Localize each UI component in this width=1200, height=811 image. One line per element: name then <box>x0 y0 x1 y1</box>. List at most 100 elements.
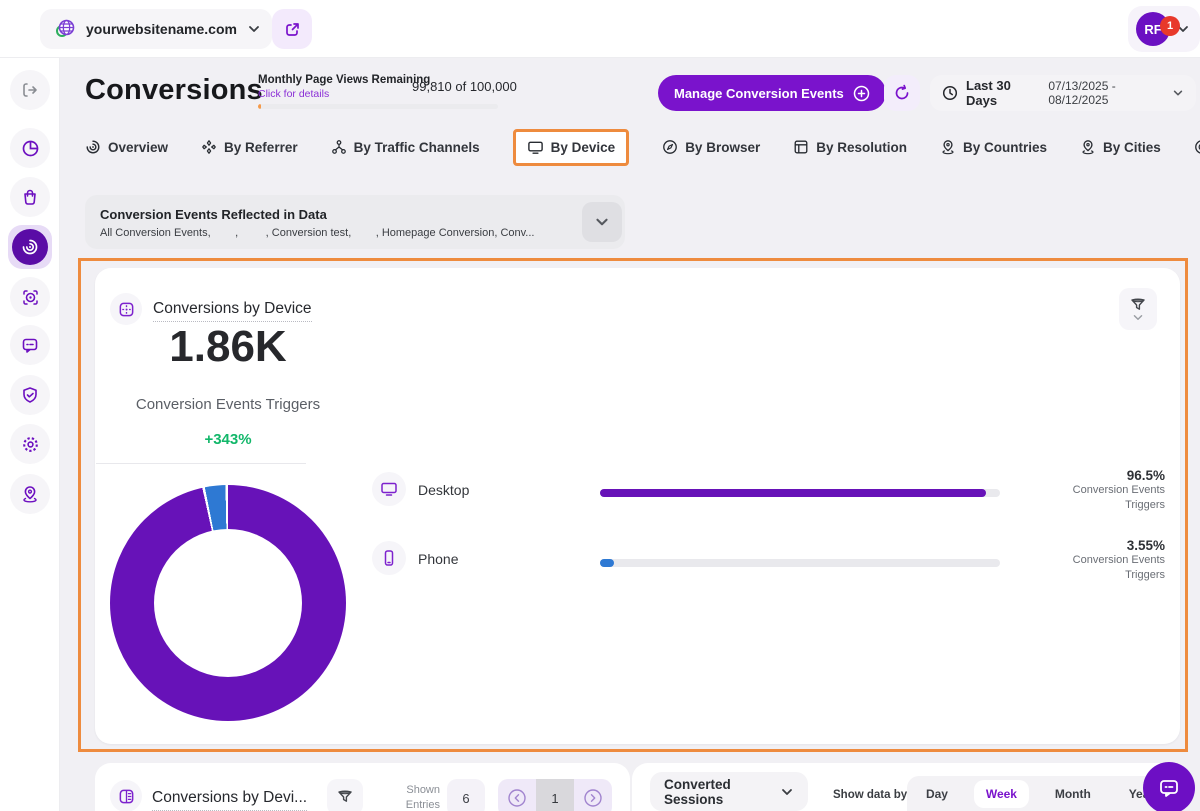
phone-percentage: 3.55% <box>1005 538 1165 553</box>
legend-label-phone: Phone <box>418 551 458 567</box>
table-card-title[interactable]: Conversions by Devi... <box>152 789 307 811</box>
total-conversions-label: Conversion Events Triggers <box>95 396 361 413</box>
pagination: 1 <box>498 779 612 811</box>
globe-icon <box>54 18 76 40</box>
sidebar-item-locations[interactable] <box>10 474 50 514</box>
countries-pin-icon <box>940 139 956 155</box>
chevron-down-icon <box>247 22 261 36</box>
tab-by-utm-campaign[interactable]: By UTM Campaign <box>1194 139 1200 155</box>
site-name: yourwebsitename.com <box>86 21 237 37</box>
plus-circle-icon <box>853 85 870 102</box>
page-title: Conversions <box>85 74 263 107</box>
referrer-icon <box>201 139 217 155</box>
overview-spiral-icon <box>85 139 101 155</box>
period-month[interactable]: Month <box>1043 780 1103 808</box>
tab-by-browser[interactable]: By Browser <box>662 139 760 155</box>
period-week-active[interactable]: Week <box>974 780 1029 808</box>
converted-sessions-dropdown[interactable]: Converted Sessions <box>650 772 808 811</box>
clock-icon <box>942 85 958 101</box>
desktop-bar-fill <box>600 489 986 497</box>
next-page-button[interactable] <box>574 779 612 811</box>
sidebar-item-settings[interactable] <box>10 424 50 464</box>
banner-subtitle: All Conversion Events, , , Conversion te… <box>100 227 570 239</box>
sidebar-item-security[interactable] <box>10 375 50 415</box>
tab-by-traffic-channels[interactable]: By Traffic Channels <box>331 139 480 155</box>
shown-entries: Shown Entries 1-2/2 <box>370 783 440 811</box>
total-conversions-value: 1.86K <box>95 322 361 372</box>
tab-overview[interactable]: Overview <box>85 139 168 155</box>
phone-sub-label: Conversion Events Triggers <box>1005 553 1165 583</box>
funnel-icon <box>1130 297 1146 313</box>
tab-by-device-active[interactable]: By Device <box>513 129 630 166</box>
page-size-selector[interactable]: 6 <box>447 779 485 811</box>
banner-expand-button[interactable] <box>582 202 622 242</box>
external-link-icon <box>284 21 301 38</box>
funnel-icon <box>337 789 353 805</box>
location-pin-icon <box>21 485 39 503</box>
conversion-events-banner <box>85 195 625 249</box>
tab-by-cities[interactable]: By Cities <box>1080 139 1161 155</box>
gear-icon <box>21 435 40 454</box>
desktop-sub-label: Conversion Events Triggers <box>1005 483 1165 513</box>
chevron-down-icon <box>1172 87 1184 99</box>
sidebar-item-collapse[interactable] <box>10 70 50 110</box>
resolution-layout-icon <box>793 139 809 155</box>
refresh-button[interactable] <box>884 75 920 111</box>
sidebar-item-dashboard[interactable] <box>10 128 50 168</box>
sidebar-item-heatmaps[interactable] <box>10 277 50 317</box>
phone-icon <box>372 541 406 575</box>
app-screen: yourwebsitename.com RF 1 <box>0 0 1200 811</box>
phone-stats: 3.55% Conversion Events Triggers <box>1005 538 1165 583</box>
prev-page-button[interactable] <box>498 779 536 811</box>
sidebar <box>0 58 60 811</box>
table-filter-button[interactable] <box>327 779 363 811</box>
browser-compass-icon <box>662 139 678 155</box>
date-range-picker[interactable]: Last 30 Days 07/13/2025 - 08/12/2025 <box>930 75 1196 111</box>
card-title[interactable]: Conversions by Device <box>153 300 312 322</box>
desktop-bar-track <box>600 489 1000 497</box>
date-range-label: Last 30 Days <box>966 78 1036 108</box>
quota-progress-fill <box>258 104 261 109</box>
sidebar-item-ecommerce[interactable] <box>10 177 50 217</box>
pie-chart-icon <box>21 139 40 158</box>
period-toggle-group: Day Week Month Year <box>907 776 1173 811</box>
quota-value: 99,810 of 100,000 <box>412 79 517 94</box>
converted-sessions-label: Converted Sessions <box>664 777 780 807</box>
sidebar-item-conversions-active[interactable] <box>8 225 52 269</box>
website-selector[interactable]: yourwebsitename.com <box>40 9 272 49</box>
tab-by-resolution[interactable]: By Resolution <box>793 139 907 155</box>
account-menu[interactable]: RF 1 <box>1128 6 1200 52</box>
show-data-by-label: Show data by: <box>833 789 911 801</box>
open-site-button[interactable] <box>272 9 312 49</box>
manage-conversion-events-button[interactable]: Manage Conversion Events <box>658 75 886 111</box>
refresh-icon <box>893 84 911 102</box>
chat-bubble-icon <box>1157 776 1181 800</box>
notification-badge: 1 <box>1160 16 1180 36</box>
device-donut-chart[interactable] <box>110 485 346 721</box>
cities-pin-icon <box>1080 139 1096 155</box>
phone-bar-fill <box>600 559 614 567</box>
shield-check-icon <box>21 386 39 404</box>
legend-label-desktop: Desktop <box>418 482 469 498</box>
widget-icon <box>110 293 142 325</box>
traffic-channels-icon <box>331 139 347 155</box>
change-percentage: +343% <box>95 431 361 448</box>
chat-dots-icon <box>21 336 39 354</box>
chevron-down-icon <box>594 214 610 230</box>
period-day[interactable]: Day <box>914 780 960 808</box>
support-chat-button[interactable] <box>1143 762 1195 811</box>
collapse-icon <box>21 81 39 99</box>
banner-title: Conversion Events Reflected in Data <box>100 207 327 222</box>
desktop-percentage: 96.5% <box>1005 468 1165 483</box>
shown-entries-label: Shown Entries <box>370 783 440 811</box>
utm-at-icon <box>1194 139 1200 155</box>
sidebar-item-feedback[interactable] <box>10 325 50 365</box>
tab-by-countries[interactable]: By Countries <box>940 139 1047 155</box>
tab-by-referrer[interactable]: By Referrer <box>201 139 298 155</box>
avatar: RF 1 <box>1136 12 1170 46</box>
report-tabs: Overview By Referrer By Traffic Channels… <box>85 127 1200 167</box>
divider <box>96 463 306 464</box>
quota-details-link[interactable]: Click for details <box>258 88 329 100</box>
current-page[interactable]: 1 <box>536 779 574 811</box>
card-filter-button[interactable] <box>1119 288 1157 330</box>
